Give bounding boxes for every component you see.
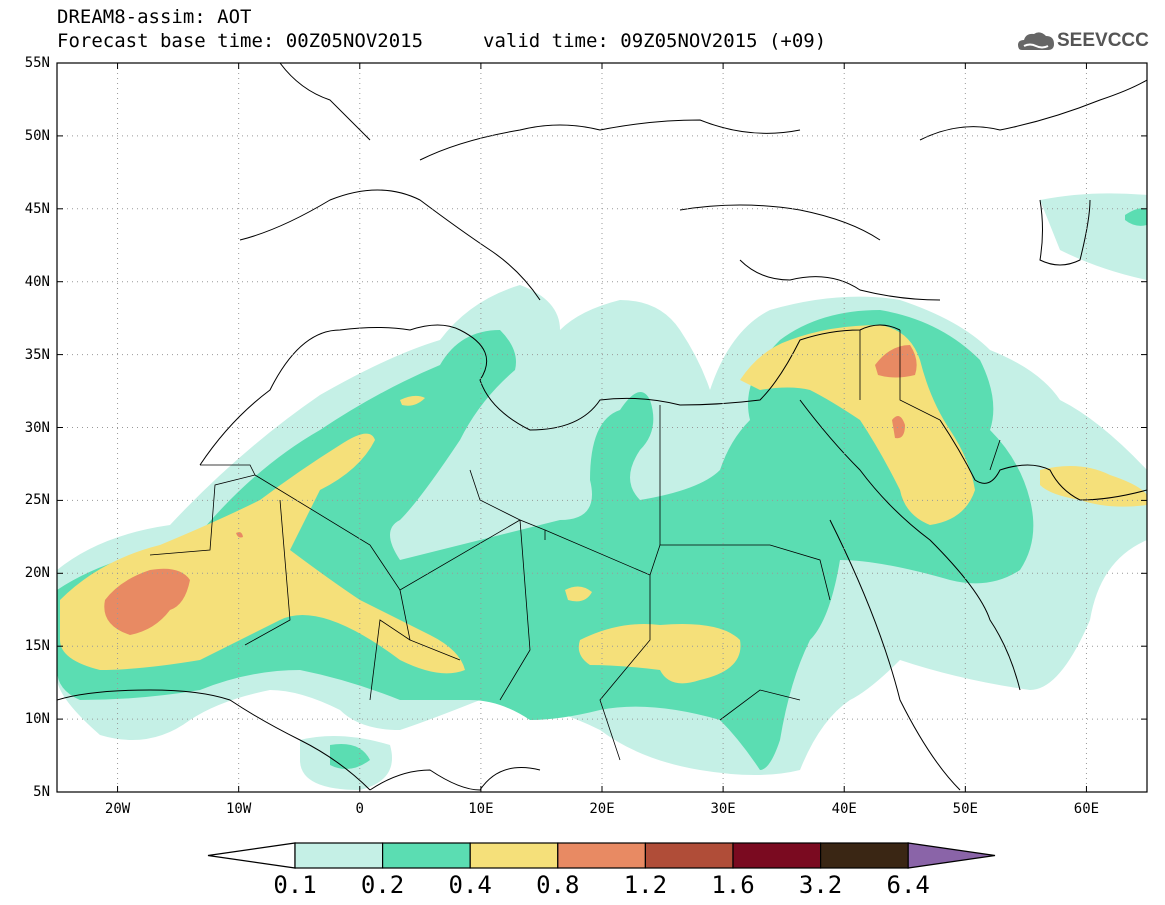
logo-text: SEEVCCC [1057,30,1149,51]
colorbar-box [557,842,646,869]
colorbar-label: 0.4 [448,871,492,899]
grid [57,63,1147,792]
aot-band-0.8 [104,568,190,635]
lat-label: 25N [24,492,50,509]
lon-label: 40E [831,801,857,817]
colorbar-max-arrow [907,842,996,869]
colorbar-box [819,842,909,869]
lat-label: 55N [24,55,50,71]
aot-band-0.4-arabia [740,325,975,525]
lon-label: 60E [1073,801,1100,817]
lat-label: 45N [24,200,50,217]
colorbar-label: 6.4 [886,871,930,899]
lat-label: 35N [24,346,50,363]
cloud-logo-icon [1018,32,1054,50]
aot-band-0.2-caspian [1125,208,1147,226]
lat-label: 30N [24,419,50,436]
colorbar-box [644,842,734,869]
colorbar-box [382,842,471,869]
colorbar-label: 1.2 [623,871,668,899]
lon-label: 10W [226,801,252,817]
colorbar-label: 0.1 [273,871,317,899]
lon-label: 50E [952,801,978,817]
colorbar-box [732,842,822,869]
lat-label: 10N [24,711,50,728]
lon-label: 30E [710,801,736,817]
plot-title: DREAM8-assim: AOT [57,6,252,28]
lon-label: 10E [468,801,494,817]
colorbar-label: 0.8 [536,871,580,899]
valid-time: valid time: 09Z05NOV2015 (+09) [483,30,827,52]
forecast-base-time: Forecast base time: 00Z05NOV2015 [57,30,424,52]
lon-label: 0 [355,801,364,817]
colorbar-label: 3.2 [798,871,843,899]
lon-label: 20E [589,801,615,817]
aot-band-0.4-sahel [578,624,741,684]
aot-band-0.8-dot [236,532,243,538]
colorbar-label: 1.6 [711,871,755,899]
aot-band-0.8-iraq2 [892,416,905,439]
lat-label: 50N [24,127,50,144]
lat-label: 40N [24,273,50,290]
lat-label: 15N [24,638,50,655]
colorbar-box [294,842,384,869]
lat-label: 20N [24,565,50,582]
aot-band-0.2-blob [330,744,370,769]
aot-band-0.8-iraq [875,345,917,378]
colorbar-box [469,842,559,869]
aot-band-0.4-mid [400,395,425,406]
aot-band-0.4-small [565,586,592,602]
aot-band-0.1-caspian [1040,193,1147,280]
colorbar-min-arrow [207,842,296,869]
coastlines [57,63,1147,791]
lat-label: 5N [33,784,50,800]
colorbar-label: 0.2 [360,871,405,899]
lon-label: 20W [104,801,131,817]
country-borders [149,330,1001,761]
